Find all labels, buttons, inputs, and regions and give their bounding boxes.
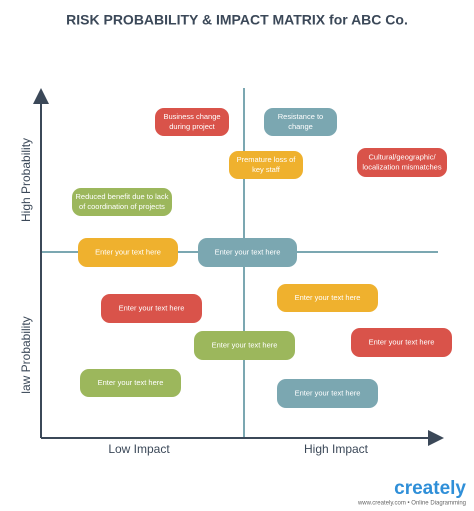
node-box bbox=[264, 108, 337, 136]
axis-label: High Impact bbox=[304, 442, 369, 456]
risk-node: Enter your text here bbox=[351, 328, 452, 357]
node-text: Enter your text here bbox=[119, 303, 185, 312]
node-box bbox=[101, 294, 202, 323]
node-box bbox=[80, 369, 181, 397]
node-box bbox=[351, 328, 452, 357]
node-text: Enter your text here bbox=[295, 293, 361, 302]
node-text: Enter your text here bbox=[98, 378, 164, 387]
risk-node: Enter your text here bbox=[277, 379, 378, 408]
node-box bbox=[198, 238, 297, 267]
node-box bbox=[357, 148, 447, 177]
risk-node: Enter your text here bbox=[101, 294, 202, 323]
risk-node: Enter your text here bbox=[198, 238, 297, 267]
node-box bbox=[72, 188, 172, 216]
node-box bbox=[155, 108, 229, 136]
node-text: Enter your text here bbox=[369, 337, 435, 346]
node-box bbox=[78, 238, 178, 267]
node-text: of coordination of projects bbox=[79, 202, 165, 211]
axis-label: Low Impact bbox=[108, 442, 170, 456]
node-text: Enter your text here bbox=[95, 247, 161, 256]
title: RISK PROBABILITY & IMPACT MATRIX for ABC… bbox=[66, 12, 408, 28]
axis-label: law Probability bbox=[19, 316, 33, 393]
node-box bbox=[229, 151, 303, 179]
node-text: Enter your text here bbox=[212, 340, 278, 349]
node-text: Resistance to bbox=[278, 112, 323, 121]
tagline: www.creately.com • Online Diagramming bbox=[357, 501, 466, 507]
risk-node: Enter your text here bbox=[78, 238, 178, 267]
node-box bbox=[194, 331, 295, 360]
node-text: change bbox=[288, 122, 313, 131]
node-text: Premature loss of bbox=[237, 155, 297, 164]
axis-label: High Probability bbox=[19, 138, 33, 222]
node-text: during project bbox=[169, 122, 215, 131]
node-box bbox=[277, 379, 378, 408]
risk-node: Enter your text here bbox=[194, 331, 295, 360]
node-text: Business change bbox=[163, 112, 220, 121]
node-text: localization mismatches bbox=[362, 162, 441, 171]
node-text: Enter your text here bbox=[295, 388, 361, 397]
risk-node: Enter your text here bbox=[80, 369, 181, 397]
node-text: Enter your text here bbox=[215, 247, 281, 256]
logo: creately bbox=[394, 478, 466, 499]
node-text: Reduced benefit due to lack bbox=[76, 192, 169, 201]
risk-node: Enter your text here bbox=[277, 284, 378, 312]
node-box bbox=[277, 284, 378, 312]
node-text: key staff bbox=[252, 165, 281, 174]
node-text: Cultural/geographic/ bbox=[368, 152, 436, 161]
risk-node: Cultural/geographic/localization mismatc… bbox=[357, 148, 447, 177]
